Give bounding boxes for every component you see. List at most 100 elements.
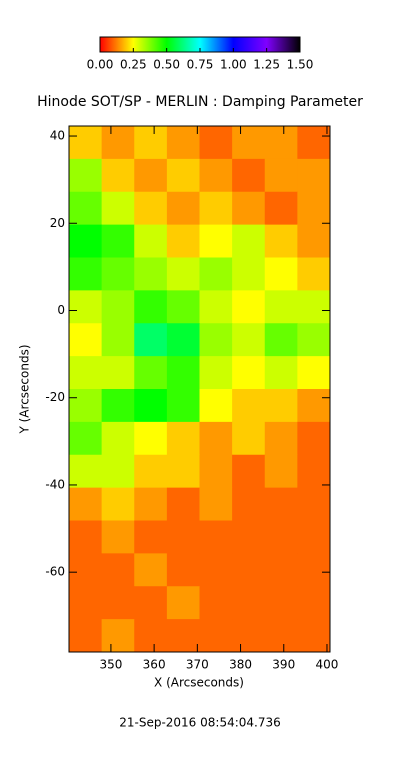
heatmap-cell: [134, 290, 168, 324]
heatmap-cell: [69, 356, 103, 390]
heatmap-cell: [101, 191, 135, 226]
heatmap-cell: [199, 454, 233, 489]
heatmap-cell: [264, 356, 298, 390]
heatmap-cell: [297, 487, 331, 521]
heatmap-cell: [69, 553, 103, 587]
plot-frame: [68, 125, 331, 653]
heatmap-cell: [166, 224, 200, 258]
y-tick-label: -60: [45, 565, 65, 579]
heatmap-cell: [69, 126, 103, 160]
y-axis-label: Y (Arcseconds): [18, 344, 32, 434]
heatmap-cell: [264, 191, 298, 226]
heatmap-cell: [69, 191, 103, 226]
heatmap-cell: [69, 224, 103, 258]
x-tick-label: 400: [316, 658, 339, 672]
heatmap-cell: [232, 487, 266, 521]
heatmap-cell: [166, 421, 200, 456]
heatmap-cell: [166, 191, 200, 226]
heatmap-cell: [199, 257, 233, 291]
heatmap-cell: [134, 257, 168, 291]
heatmap-cell: [264, 323, 298, 357]
heatmap-cell: [199, 224, 233, 258]
heatmap-cell: [101, 389, 135, 423]
heatmap-cell: [166, 553, 200, 587]
heatmap-cell: [134, 126, 168, 160]
heatmap-cell: [166, 520, 200, 554]
heatmap-cell: [297, 224, 331, 258]
heatmap-cell: [134, 454, 168, 489]
heatmap-cell: [101, 224, 135, 258]
heatmap-cell: [199, 553, 233, 587]
heatmap-cell: [297, 586, 331, 620]
heatmap-cell: [232, 586, 266, 620]
heatmap-cell: [199, 290, 233, 324]
heatmap-cell: [264, 454, 298, 489]
y-tick-label: -20: [45, 390, 65, 404]
heatmap-cell: [101, 520, 135, 554]
y-tick-label: -40: [45, 477, 65, 491]
heatmap-cell: [69, 323, 103, 357]
heatmap-cell: [134, 191, 168, 226]
heatmap-cell: [101, 323, 135, 357]
heatmap-cell: [264, 520, 298, 554]
heatmap-cell: [101, 454, 135, 489]
heatmap-cell: [166, 257, 200, 291]
heatmap-cell: [199, 323, 233, 357]
heatmap-cell: [199, 520, 233, 554]
x-tick-label: 350: [99, 658, 122, 672]
x-tick-label: 370: [186, 658, 209, 672]
heatmap-cell: [264, 586, 298, 620]
heatmap-cell: [232, 454, 266, 489]
heatmap-cell: [134, 323, 168, 357]
heatmap-cell: [297, 454, 331, 489]
heatmap-cell: [264, 290, 298, 324]
heatmap-cell: [101, 619, 135, 653]
x-axis-label: X (Arcseconds): [154, 676, 244, 690]
heatmap-cell: [199, 356, 233, 390]
y-tick-label: 0: [57, 303, 65, 317]
heatmap-cell: [232, 421, 266, 456]
heatmap-cell: [101, 356, 135, 390]
heatmap-cell: [232, 553, 266, 587]
heatmap-cell: [264, 553, 298, 587]
heatmap-cell: [232, 257, 266, 291]
heatmap-cell: [297, 389, 331, 423]
heatmap-cell: [199, 389, 233, 423]
heatmap-cell: [101, 257, 135, 291]
colorbar-tick-label: 1.50: [287, 58, 314, 72]
y-tick-label: 20: [50, 216, 65, 230]
colorbar-tick-label: 0.00: [87, 58, 114, 72]
heatmap-cell: [69, 257, 103, 291]
heatmap-cell: [69, 520, 103, 554]
heatmap-cell: [166, 586, 200, 620]
heatmap-cell: [232, 356, 266, 390]
colorbar-tick-label: 1.25: [253, 58, 280, 72]
footer: 21-Sep-2016 08:54:04.736: [119, 716, 281, 730]
heatmap-cell: [166, 158, 200, 193]
heatmap-cell: [134, 356, 168, 390]
heatmap-cell: [297, 619, 331, 653]
heatmap-cell: [166, 619, 200, 653]
heatmap-cell: [69, 454, 103, 489]
heatmap-cell: [232, 323, 266, 357]
heatmap-cell: [101, 290, 135, 324]
heatmap-cell: [232, 191, 266, 226]
x-tick-label: 380: [229, 658, 252, 672]
heatmap-cell: [134, 553, 168, 587]
heatmap-cell: [264, 619, 298, 653]
heatmap-cell: [264, 421, 298, 456]
heatmap-cell: [297, 520, 331, 554]
heatmap-cell: [101, 126, 135, 160]
heatmap-cell: [134, 389, 168, 423]
heatmap-cell: [69, 487, 103, 521]
heatmap-cell: [69, 586, 103, 620]
heatmap-cell: [166, 454, 200, 489]
colorbar-tick-label: 0.25: [120, 58, 147, 72]
heatmap-cell: [199, 191, 233, 226]
y-tick-label: 40: [50, 129, 65, 143]
heatmap-cell: [264, 487, 298, 521]
heatmap-cell: [134, 586, 168, 620]
heatmap-cell: [69, 389, 103, 423]
heatmap-cell: [297, 356, 331, 390]
